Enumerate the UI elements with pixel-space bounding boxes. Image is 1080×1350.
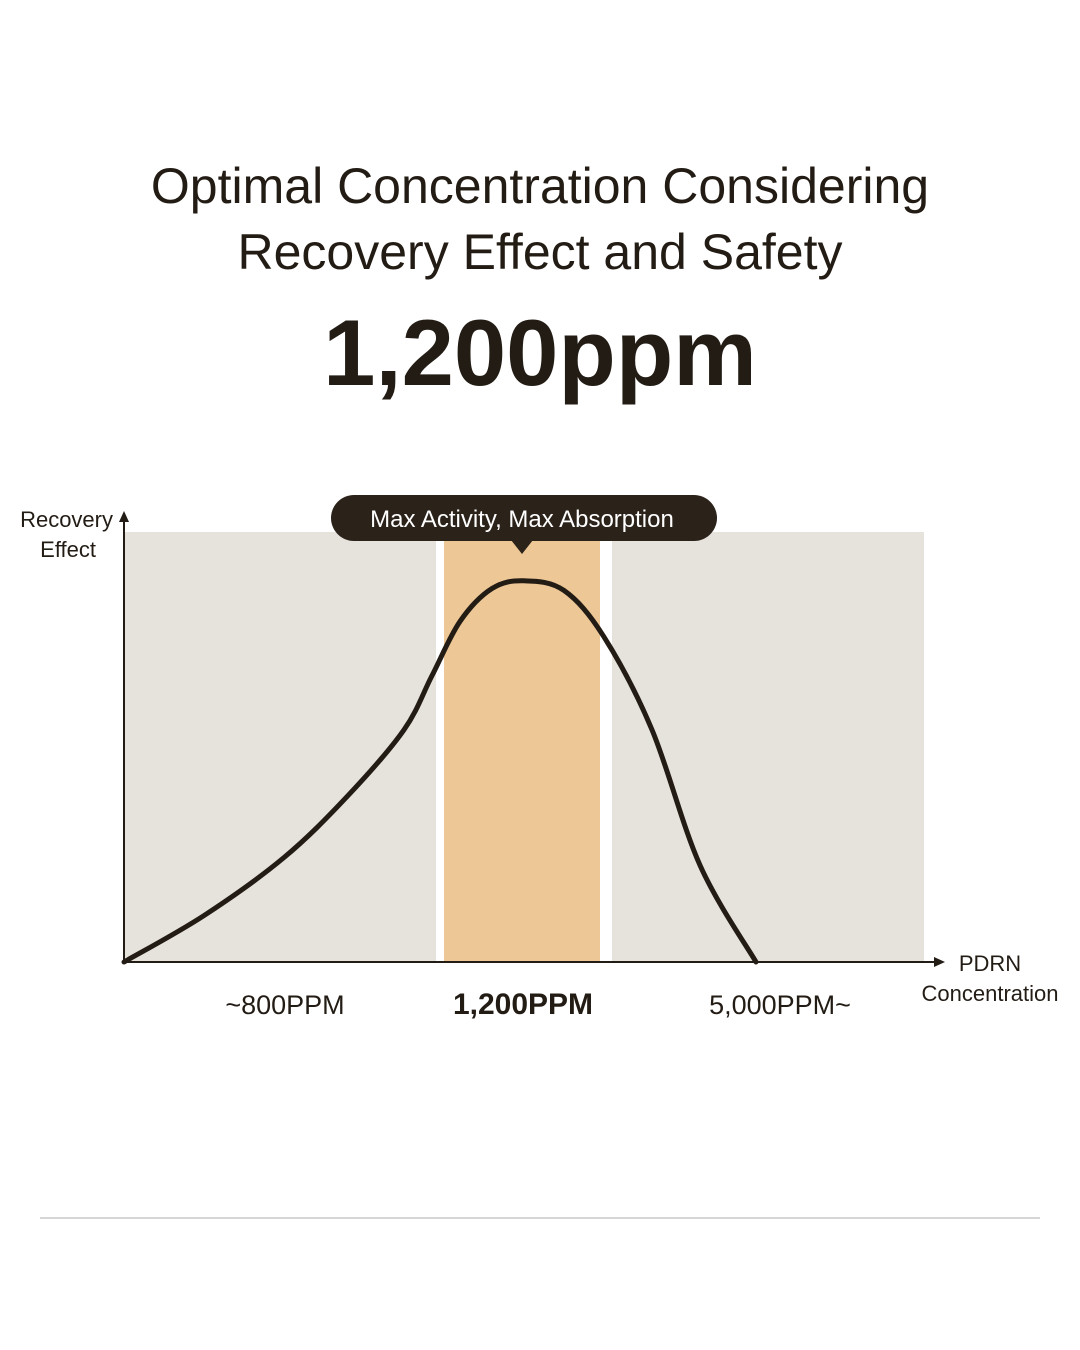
callout-pointer [511, 540, 533, 554]
tick-label: ~800PPM [225, 990, 344, 1020]
tick-labels: ~800PPM 1,200PPM 5,000PPM~ [225, 988, 851, 1021]
footer-divider [40, 1217, 1040, 1219]
series-line [121, 578, 759, 965]
zone-highlight [444, 532, 600, 962]
title-line-1: Optimal Concentration Considering [150, 158, 930, 214]
y-axis-label-line-2: Effect [40, 537, 96, 562]
callout-label: Max Activity, Max Absorption [370, 506, 674, 533]
callout-background [331, 495, 717, 541]
zone-3 [612, 532, 924, 962]
tick-label: 1,200PPM [453, 988, 593, 1021]
y-axis-arrow-icon [119, 511, 129, 522]
y-axis-label-line-1: Recovery [20, 507, 113, 532]
tick-label: 5,000PPM~ [709, 990, 851, 1020]
x-axis-arrow-icon [934, 957, 945, 967]
x-axis-label-line-1: PDRN [959, 951, 1021, 976]
zone-1 [124, 532, 436, 962]
zones [124, 532, 924, 962]
title-line-2: Recovery Effect and Safety [237, 224, 843, 280]
axes [119, 511, 945, 967]
concentration-chart: Max Activity, Max Absorption Recovery Ef… [20, 495, 1059, 1021]
callout: Max Activity, Max Absorption [331, 495, 717, 554]
x-axis-label-line-2: Concentration [922, 981, 1059, 1006]
headline-concentration: 1,200ppm [323, 300, 757, 405]
